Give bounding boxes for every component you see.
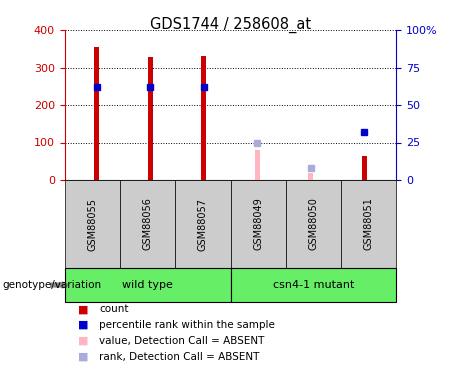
Text: ■: ■ — [78, 320, 89, 330]
Text: GSM88050: GSM88050 — [308, 198, 319, 250]
Bar — [94, 47, 99, 180]
Text: genotype/variation: genotype/variation — [2, 280, 101, 290]
Text: GSM88057: GSM88057 — [198, 198, 208, 250]
Bar — [254, 150, 260, 180]
Text: value, Detection Call = ABSENT: value, Detection Call = ABSENT — [99, 336, 265, 346]
Text: ■: ■ — [78, 304, 89, 314]
Text: csn4-1 mutant: csn4-1 mutant — [273, 280, 354, 290]
Text: GDS1744 / 258608_at: GDS1744 / 258608_at — [150, 17, 311, 33]
Text: count: count — [99, 304, 129, 314]
Bar — [308, 172, 313, 180]
Text: wild type: wild type — [122, 280, 173, 290]
Bar — [362, 156, 367, 180]
Text: ■: ■ — [78, 336, 89, 346]
Bar — [201, 56, 207, 180]
Text: ■: ■ — [78, 352, 89, 362]
Text: rank, Detection Call = ABSENT: rank, Detection Call = ABSENT — [99, 352, 260, 362]
Text: GSM88055: GSM88055 — [87, 198, 97, 250]
Text: GSM88049: GSM88049 — [253, 198, 263, 250]
Text: GSM88051: GSM88051 — [364, 198, 374, 250]
Bar — [148, 57, 153, 180]
Text: GSM88056: GSM88056 — [142, 198, 153, 250]
Text: percentile rank within the sample: percentile rank within the sample — [99, 320, 275, 330]
